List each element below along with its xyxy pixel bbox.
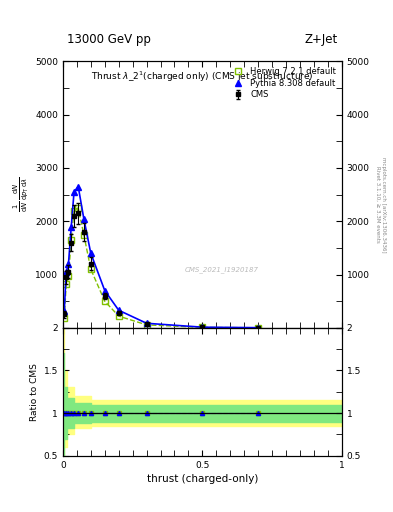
Legend: Herwig 7.2.1 default, Pythia 8.308 default, CMS: Herwig 7.2.1 default, Pythia 8.308 defau…	[227, 66, 338, 101]
Pythia 8.308 default	[200, 324, 205, 330]
Herwig 7.2.1 default	[256, 325, 261, 331]
Pythia 8.308 default	[69, 224, 73, 230]
Herwig 7.2.1 default	[88, 266, 93, 272]
Herwig 7.2.1 default	[62, 315, 67, 322]
X-axis label: thrust (charged-only): thrust (charged-only)	[147, 474, 258, 484]
Pythia 8.308 default	[102, 287, 107, 293]
Herwig 7.2.1 default	[69, 237, 73, 243]
Y-axis label: $\frac{1}{\mathrm{d}N}\,\frac{\mathrm{d}N}{\mathrm{d}p_\mathrm{T}\,\mathrm{d}\la: $\frac{1}{\mathrm{d}N}\,\frac{\mathrm{d}…	[11, 177, 31, 212]
Herwig 7.2.1 default	[64, 281, 69, 287]
Herwig 7.2.1 default	[66, 272, 71, 279]
Pythia 8.308 default	[76, 184, 81, 190]
Text: mcplots.cern.ch [arXiv:1306.3436]: mcplots.cern.ch [arXiv:1306.3436]	[381, 157, 386, 252]
Text: 13000 GeV pp: 13000 GeV pp	[67, 33, 151, 46]
Text: Thrust $\lambda\_2^1$(charged only) (CMS jet substructure): Thrust $\lambda\_2^1$(charged only) (CMS…	[91, 70, 314, 84]
Herwig 7.2.1 default	[102, 298, 107, 304]
Pythia 8.308 default	[88, 250, 93, 257]
Line: Herwig 7.2.1 default: Herwig 7.2.1 default	[61, 205, 261, 331]
Pythia 8.308 default	[81, 216, 86, 222]
Pythia 8.308 default	[116, 307, 121, 313]
Pythia 8.308 default	[144, 320, 149, 326]
Herwig 7.2.1 default	[72, 207, 76, 214]
Herwig 7.2.1 default	[116, 313, 121, 319]
Herwig 7.2.1 default	[200, 324, 205, 330]
Pythia 8.308 default	[256, 325, 261, 331]
Text: CMS_2021_I1920187: CMS_2021_I1920187	[185, 266, 259, 272]
Text: Z+Jet: Z+Jet	[305, 33, 338, 46]
Pythia 8.308 default	[62, 308, 67, 314]
Pythia 8.308 default	[64, 269, 69, 275]
Pythia 8.308 default	[66, 261, 71, 267]
Herwig 7.2.1 default	[76, 205, 81, 211]
Herwig 7.2.1 default	[144, 322, 149, 328]
Line: Pythia 8.308 default: Pythia 8.308 default	[61, 183, 261, 331]
Y-axis label: Ratio to CMS: Ratio to CMS	[31, 363, 39, 421]
Pythia 8.308 default	[72, 189, 76, 195]
Herwig 7.2.1 default	[81, 231, 86, 238]
Text: Rivet 3.1.10, ≥ 3.3M events: Rivet 3.1.10, ≥ 3.3M events	[375, 166, 380, 243]
